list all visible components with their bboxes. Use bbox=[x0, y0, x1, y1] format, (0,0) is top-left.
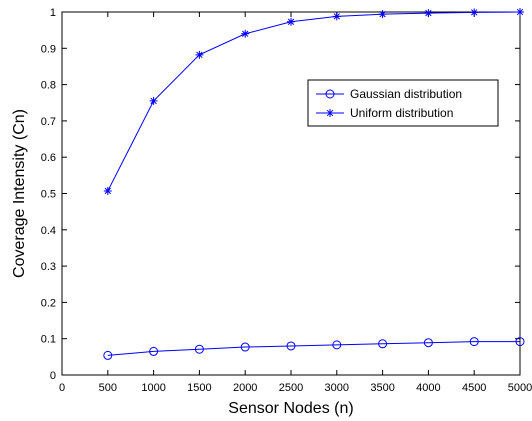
series-line bbox=[107, 11, 521, 192]
y-tick-label: 0.2 bbox=[41, 297, 56, 309]
x-tick-label: 2000 bbox=[233, 382, 257, 394]
axes: 0 500 1000 1500 2000 2500 3000 3500 4000 4500 5000… bbox=[41, 7, 532, 394]
legend-box bbox=[307, 79, 499, 127]
x-axis-label: Sensor Nodes (n) bbox=[228, 400, 353, 417]
series-uniform bbox=[103, 8, 524, 195]
y-tick-label: 0.8 bbox=[41, 80, 56, 92]
plot-area bbox=[61, 11, 521, 376]
data-point bbox=[194, 344, 204, 354]
legend-label-gaussian: Gaussian distribution bbox=[350, 87, 462, 101]
legend-marker-star-icon bbox=[326, 109, 334, 117]
x-tick-label: 1500 bbox=[187, 382, 211, 394]
data-point bbox=[103, 350, 113, 360]
data-point bbox=[469, 337, 479, 347]
data-point bbox=[424, 9, 433, 18]
data-point bbox=[195, 50, 204, 59]
data-point bbox=[378, 339, 388, 349]
y-tick-label: 0.4 bbox=[41, 225, 56, 237]
x-tick-label: 4500 bbox=[462, 382, 486, 394]
data-point bbox=[286, 341, 296, 351]
data-point bbox=[103, 186, 112, 195]
legend-label-uniform: Uniform distribution bbox=[350, 106, 453, 120]
series-line bbox=[107, 341, 520, 356]
series-gaussian bbox=[103, 337, 525, 360]
x-tick-label: 5000 bbox=[508, 382, 532, 394]
x-tick-label: 4000 bbox=[416, 382, 440, 394]
data-point bbox=[149, 346, 159, 356]
data-point bbox=[332, 12, 341, 21]
star-icon bbox=[326, 109, 334, 117]
x-tick-label: 2500 bbox=[279, 382, 303, 394]
series-layer bbox=[103, 8, 525, 360]
y-tick-label: 0.3 bbox=[41, 261, 56, 273]
x-tick-label: 3000 bbox=[325, 382, 349, 394]
y-tick-label: 0.7 bbox=[41, 116, 56, 128]
data-point bbox=[149, 96, 158, 105]
legend: Gaussian distribution Uniform distributi… bbox=[307, 79, 499, 127]
y-tick-label: 0.5 bbox=[41, 189, 56, 201]
data-point bbox=[240, 342, 250, 352]
y-tick-label: 0.6 bbox=[41, 152, 56, 164]
data-point bbox=[287, 17, 295, 26]
data-point bbox=[332, 340, 342, 350]
data-point bbox=[423, 338, 433, 348]
x-tick-label: 500 bbox=[99, 382, 117, 394]
data-point bbox=[378, 10, 387, 19]
legend-marker-circle-icon bbox=[325, 89, 335, 99]
x-tick-label: 0 bbox=[59, 382, 65, 394]
x-tick-label: 3500 bbox=[370, 382, 394, 394]
y-tick-label: 0.1 bbox=[41, 334, 56, 346]
y-axis-label: Coverage Intensity (Cn) bbox=[11, 109, 28, 278]
data-point bbox=[516, 8, 524, 16]
data-point bbox=[241, 29, 250, 38]
data-point bbox=[470, 8, 479, 17]
y-tick-label: 0 bbox=[50, 370, 56, 382]
x-tick-label: 1000 bbox=[141, 382, 165, 394]
y-tick-label: 1 bbox=[50, 7, 56, 19]
data-point bbox=[515, 337, 525, 347]
y-tick-label: 0.9 bbox=[41, 43, 56, 55]
